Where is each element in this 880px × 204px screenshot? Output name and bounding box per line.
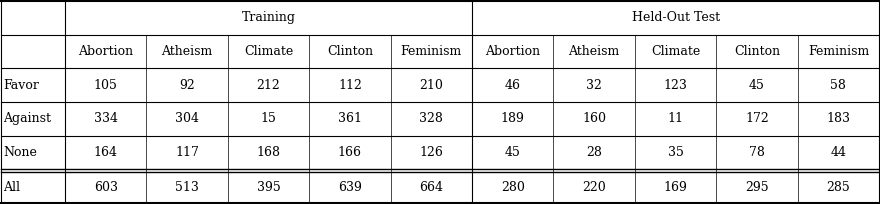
- Text: Feminism: Feminism: [808, 45, 869, 58]
- Text: 44: 44: [831, 146, 847, 159]
- Text: 189: 189: [501, 112, 524, 125]
- Text: Favor: Favor: [4, 79, 40, 92]
- Text: 295: 295: [745, 181, 769, 194]
- Text: 35: 35: [668, 146, 684, 159]
- Text: 32: 32: [586, 79, 602, 92]
- Text: 28: 28: [586, 146, 602, 159]
- Text: 169: 169: [664, 181, 687, 194]
- Text: 46: 46: [505, 79, 521, 92]
- Text: 280: 280: [501, 181, 524, 194]
- Text: Clinton: Clinton: [326, 45, 373, 58]
- Text: None: None: [4, 146, 37, 159]
- Text: 304: 304: [175, 112, 199, 125]
- Text: 92: 92: [180, 79, 195, 92]
- Text: 639: 639: [338, 181, 362, 194]
- Text: All: All: [4, 181, 20, 194]
- Text: 164: 164: [93, 146, 118, 159]
- Text: 78: 78: [749, 146, 765, 159]
- Text: 160: 160: [583, 112, 606, 125]
- Text: 105: 105: [94, 79, 118, 92]
- Text: 334: 334: [93, 112, 118, 125]
- Text: 183: 183: [826, 112, 850, 125]
- Text: 212: 212: [257, 79, 281, 92]
- Text: 210: 210: [420, 79, 444, 92]
- Text: Atheism: Atheism: [568, 45, 620, 58]
- Text: Atheism: Atheism: [162, 45, 213, 58]
- Text: 220: 220: [583, 181, 606, 194]
- Text: 117: 117: [175, 146, 199, 159]
- Text: 285: 285: [826, 181, 850, 194]
- Text: 395: 395: [257, 181, 281, 194]
- Text: Training: Training: [241, 11, 296, 24]
- Text: 15: 15: [260, 112, 276, 125]
- Text: 166: 166: [338, 146, 362, 159]
- Text: Abortion: Abortion: [485, 45, 540, 58]
- Text: Held-Out Test: Held-Out Test: [632, 11, 720, 24]
- Text: Feminism: Feminism: [400, 45, 462, 58]
- Text: Abortion: Abortion: [78, 45, 133, 58]
- Text: 58: 58: [831, 79, 847, 92]
- Text: 168: 168: [257, 146, 281, 159]
- Text: Clinton: Clinton: [734, 45, 780, 58]
- Text: 112: 112: [338, 79, 362, 92]
- Text: 172: 172: [745, 112, 769, 125]
- Text: 328: 328: [420, 112, 444, 125]
- Text: 513: 513: [175, 181, 199, 194]
- Text: 126: 126: [420, 146, 444, 159]
- Text: 45: 45: [749, 79, 765, 92]
- Text: Against: Against: [4, 112, 52, 125]
- Text: 11: 11: [668, 112, 684, 125]
- Text: 361: 361: [338, 112, 362, 125]
- Text: 664: 664: [420, 181, 444, 194]
- Text: 45: 45: [505, 146, 521, 159]
- Text: Climate: Climate: [244, 45, 293, 58]
- Text: 123: 123: [664, 79, 687, 92]
- Text: 603: 603: [93, 181, 118, 194]
- Text: Climate: Climate: [651, 45, 700, 58]
